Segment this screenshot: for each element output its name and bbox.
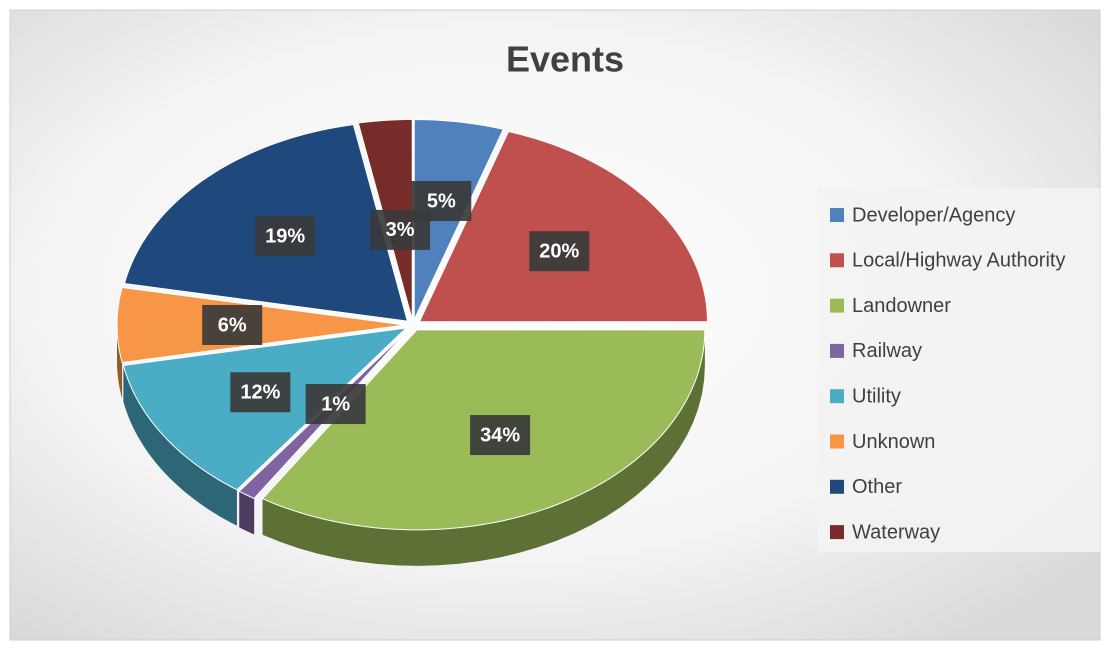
data-label: 5% bbox=[427, 190, 456, 212]
legend-swatch bbox=[830, 253, 844, 268]
legend-label: Other bbox=[852, 476, 902, 498]
legend-label: Unknown bbox=[852, 431, 935, 453]
data-label-box bbox=[529, 231, 590, 272]
legend-label: Waterway bbox=[852, 521, 940, 543]
legend-swatch bbox=[830, 389, 844, 404]
legend-swatch bbox=[830, 298, 844, 313]
data-label-box bbox=[255, 216, 316, 257]
legend: Developer/Agency Local/Highway Authority L… bbox=[830, 204, 1065, 543]
data-labels: 5% 20% 34% 1% 12% 6% 19% 3% bbox=[202, 180, 590, 456]
legend-label: Developer/Agency bbox=[852, 204, 1015, 226]
data-label: 34% bbox=[480, 424, 520, 446]
legend-swatch bbox=[830, 208, 844, 222]
data-label: 1% bbox=[321, 393, 350, 415]
data-label: 19% bbox=[265, 226, 305, 248]
legend-swatch bbox=[830, 434, 844, 449]
slice-side bbox=[262, 329, 705, 566]
data-label-box bbox=[370, 209, 431, 250]
data-label-box bbox=[230, 372, 291, 413]
slice-side bbox=[117, 325, 123, 399]
data-label: 6% bbox=[218, 314, 247, 336]
data-label-box bbox=[202, 305, 263, 345]
chart-title: Events bbox=[506, 39, 624, 80]
legend-swatch bbox=[830, 525, 844, 540]
legend-box bbox=[818, 188, 1100, 552]
data-label: 12% bbox=[240, 382, 280, 404]
data-label-box bbox=[305, 384, 366, 425]
pie bbox=[116, 118, 708, 566]
slice-side bbox=[239, 491, 255, 535]
data-label: 20% bbox=[539, 240, 579, 262]
legend-label: Landowner bbox=[852, 295, 951, 317]
slice bbox=[418, 130, 708, 323]
legend-swatch bbox=[830, 479, 844, 494]
legend-label: Local/Highway Authority bbox=[852, 250, 1065, 272]
data-label: 3% bbox=[386, 219, 415, 241]
legend-swatch bbox=[830, 343, 844, 358]
data-label-box bbox=[470, 415, 531, 456]
legend-label: Railway bbox=[852, 340, 922, 362]
legend-label: Utility bbox=[852, 385, 901, 407]
slice-side bbox=[123, 365, 237, 526]
